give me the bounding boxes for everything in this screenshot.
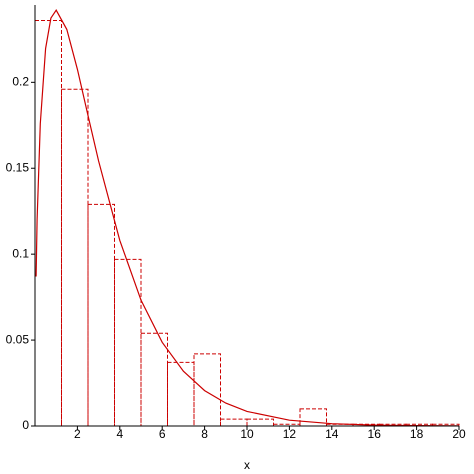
bar	[87, 203, 115, 427]
y-tick-label: 0.2	[12, 74, 29, 88]
bar	[114, 258, 142, 427]
bar	[61, 88, 89, 427]
bar	[167, 361, 195, 427]
y-tick-label: 0.1	[12, 246, 29, 260]
x-tick-label: 12	[283, 427, 297, 441]
bar	[220, 418, 248, 427]
y-tick-label: 0	[22, 418, 29, 432]
x-tick-label: 6	[159, 427, 166, 441]
x-tick-label: 10	[240, 427, 254, 441]
x-tick-label: 4	[116, 427, 123, 441]
y-tick-label: 0.15	[6, 160, 30, 174]
x-axis-label: x	[244, 458, 250, 472]
bar	[34, 19, 62, 427]
bar	[273, 423, 301, 427]
x-tick-label: 16	[368, 427, 382, 441]
y-tick-label: 0.05	[6, 332, 30, 346]
x-tick-label: 20	[452, 427, 466, 441]
density-curve	[35, 9, 460, 427]
x-tick-label: 14	[325, 427, 339, 441]
bar	[193, 353, 221, 427]
bar	[140, 332, 168, 427]
x-tick-label: 2	[74, 427, 81, 441]
x-tick-label: 18	[410, 427, 424, 441]
bar	[246, 418, 274, 427]
x-tick-label: 8	[201, 427, 208, 441]
